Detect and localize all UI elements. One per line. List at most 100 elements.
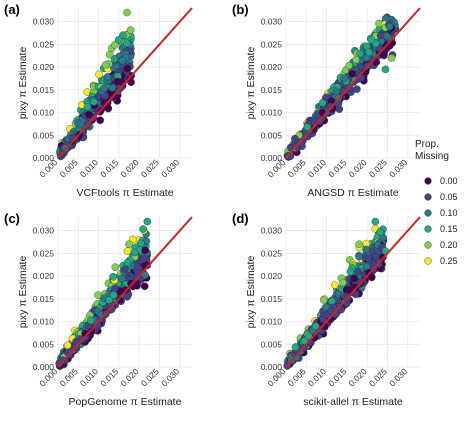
y-tick-label: 0.025 [33, 248, 55, 258]
y-tick-label: 0.030 [33, 226, 55, 236]
x-tick-label: 0.015 [98, 366, 120, 388]
points [283, 13, 400, 161]
y-tick-label: 0.015 [33, 85, 55, 95]
y-tick-label: 0.020 [33, 271, 55, 281]
data-point [83, 103, 92, 111]
y-tick-label: 0.005 [33, 339, 55, 349]
y-tick-label: 0.005 [261, 339, 283, 349]
data-point [101, 61, 110, 69]
x-tick-label: 0.025 [139, 366, 161, 388]
legend-label: 0.25 [440, 256, 458, 266]
x-tick-label: 0.020 [119, 157, 141, 179]
data-point [100, 84, 108, 93]
y-axis-title: pixy π Estimate [245, 256, 257, 329]
y-tick-label: 0.025 [261, 248, 283, 258]
data-point [362, 245, 370, 254]
legend-swatch [424, 257, 432, 265]
x-axis-title: VCFtools π Estimate [76, 187, 173, 199]
data-point [123, 39, 131, 48]
data-point [355, 240, 363, 249]
y-tick-label: 0.010 [33, 317, 55, 327]
data-point [95, 70, 103, 79]
data-point [126, 26, 135, 34]
y-tick-label: 0.025 [261, 39, 283, 49]
y-tick-label: 0.020 [33, 62, 55, 72]
data-point [354, 267, 362, 276]
identity-line [285, 7, 421, 159]
data-point [327, 307, 335, 315]
legend-label: 0.20 [440, 240, 458, 250]
data-point [123, 258, 132, 267]
data-point [123, 64, 132, 73]
legend-swatch [424, 225, 432, 233]
panel-letter: (b) [232, 2, 249, 17]
panel-c: (c)0.0000.0050.0100.0150.0200.0250.0300.… [4, 211, 193, 408]
legend-label: 0.00 [440, 176, 458, 186]
grid [57, 217, 192, 368]
x-tick-label: 0.015 [326, 157, 348, 179]
data-point [87, 316, 95, 325]
data-point [381, 65, 390, 74]
data-point [355, 252, 363, 261]
data-point [121, 265, 129, 274]
x-tick-label: 0.015 [326, 366, 348, 388]
data-point [365, 48, 373, 57]
x-tick-label: 0.010 [306, 157, 328, 179]
data-point [140, 282, 149, 290]
y-axis-title: pixy π Estimate [17, 256, 29, 329]
y-tick-label: 0.020 [261, 271, 283, 281]
data-point [291, 343, 300, 351]
data-point [322, 93, 331, 102]
x-axis-title: PopGenome π Estimate [69, 396, 182, 408]
data-point [85, 110, 93, 119]
legend-label: 0.05 [440, 192, 458, 202]
x-tick-label: 0.015 [98, 157, 120, 179]
data-point [346, 267, 355, 276]
data-point [125, 240, 133, 249]
panel-d: (d)0.0000.0050.0100.0150.0200.0250.0300.… [232, 211, 421, 408]
y-tick-label: 0.030 [33, 17, 55, 27]
data-point [348, 70, 357, 78]
data-point [109, 272, 117, 281]
identity-line [57, 216, 193, 368]
legend-swatch [424, 241, 432, 249]
data-point [304, 332, 313, 340]
data-point [345, 285, 354, 294]
y-tick-label: 0.010 [261, 317, 283, 327]
data-point [318, 99, 327, 107]
data-point [320, 296, 328, 304]
legend-entries: 0.00 0.05 0.10 0.15 0.20 0.25 [424, 176, 458, 266]
y-tick-label: 0.010 [33, 108, 55, 118]
data-point [141, 246, 149, 255]
data-point [137, 239, 145, 248]
x-tick-label: 0.025 [367, 366, 389, 388]
legend-swatch [424, 177, 432, 185]
data-point [340, 74, 349, 83]
data-point [130, 248, 139, 257]
data-point [371, 217, 380, 226]
data-point [376, 228, 384, 236]
data-point [332, 87, 341, 96]
data-point [339, 278, 347, 287]
points [55, 217, 152, 370]
x-tick-label: 0.030 [159, 157, 181, 179]
y-tick-label: 0.000 [33, 153, 55, 163]
data-point [326, 102, 335, 111]
data-point [356, 63, 365, 71]
data-point [139, 255, 148, 263]
data-point [123, 8, 131, 17]
panel-letter: (c) [4, 211, 20, 226]
data-point [115, 36, 123, 44]
data-point [109, 291, 118, 299]
panel-b: (b)0.0000.0050.0100.0150.0200.0250.0300.… [232, 2, 421, 199]
data-point [385, 22, 394, 31]
legend-title-line2: Missing [415, 151, 449, 162]
x-tick-label: 0.030 [387, 157, 409, 179]
panel-letter: (a) [4, 2, 20, 17]
data-point [94, 92, 102, 101]
x-tick-label: 0.020 [347, 157, 369, 179]
data-point [345, 61, 353, 70]
x-tick-label: 0.025 [367, 157, 389, 179]
data-point [111, 284, 119, 293]
